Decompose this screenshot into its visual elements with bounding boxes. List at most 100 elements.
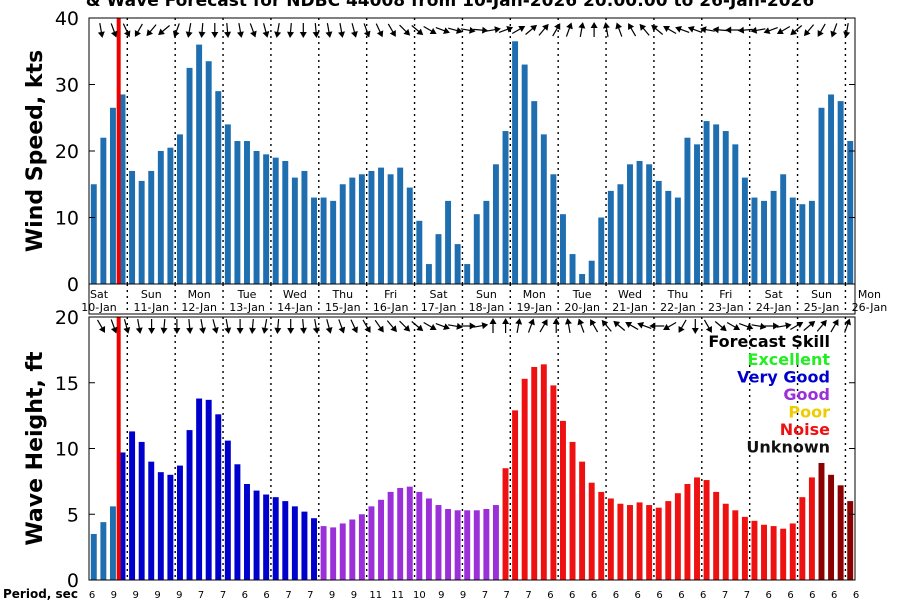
wind-arrow-icon <box>435 27 450 34</box>
wind-bar <box>148 170 155 284</box>
arrow-head <box>830 30 838 38</box>
wave-arrow-icon <box>312 319 320 334</box>
wind-ytick-label: 40 <box>55 8 79 30</box>
wind-bar <box>358 174 365 284</box>
wave-bar <box>244 484 250 580</box>
arrow-head <box>712 26 719 34</box>
wave-arrow-icon <box>123 319 131 334</box>
wave-arrow-icon <box>411 321 424 332</box>
wind-bar <box>674 197 681 284</box>
period-value: 10 <box>413 590 426 600</box>
wave-bar <box>253 490 260 580</box>
legend-item: Very Good <box>737 368 830 387</box>
wind-bar <box>722 131 729 284</box>
arrow-head <box>338 31 345 38</box>
day-name-label: Mon <box>523 288 546 301</box>
wave-bar <box>109 506 116 580</box>
arrow-head <box>351 326 358 334</box>
wind-arrow-icon <box>538 23 549 36</box>
wind-bar <box>349 177 356 284</box>
wave-bar <box>483 508 490 580</box>
wave-bar <box>176 465 183 580</box>
wind-bar <box>282 160 289 284</box>
arrow-head <box>443 323 450 330</box>
wind-arrow-icon <box>590 22 598 37</box>
wave-arrow-icon <box>110 319 118 334</box>
arrow-head <box>566 22 573 30</box>
arrow-head <box>603 22 610 29</box>
arrow-head <box>615 22 623 30</box>
wind-arrow-icon <box>423 25 437 35</box>
wind-arrow-icon <box>122 23 131 38</box>
wave-arrow-icon <box>173 319 181 334</box>
wind-arrow-icon <box>97 23 105 38</box>
wave-bar <box>502 468 509 580</box>
wind-bar <box>100 137 107 284</box>
period-label: Period, sec <box>3 587 78 600</box>
wind-arrow-icon <box>803 24 815 37</box>
day-date-label: 21-Jan <box>612 301 648 314</box>
arrow-head <box>691 328 699 334</box>
period-value: 6 <box>263 590 269 600</box>
period-value: 9 <box>154 590 160 600</box>
wind-bar <box>502 131 509 284</box>
wave-bar <box>157 472 164 580</box>
wind-bar <box>818 107 825 285</box>
wind-arrow-icon <box>375 23 384 38</box>
wind-arrow-icon <box>211 23 219 38</box>
wave-bar <box>406 486 413 580</box>
wave-bar <box>387 491 394 580</box>
wave-bar <box>770 526 777 580</box>
arrow-head <box>719 324 727 332</box>
arrow-head <box>725 26 732 34</box>
day-name-label: Sun <box>141 288 162 301</box>
wave-ytick-label: 15 <box>55 373 79 395</box>
arrow-head <box>737 26 745 34</box>
wind-bar <box>90 184 97 284</box>
wave-bar <box>301 511 308 580</box>
arrow-head <box>416 324 424 332</box>
arrow-head <box>390 325 397 333</box>
wave-arrow-icon <box>751 322 767 330</box>
wind-frame <box>88 17 856 285</box>
day-date-label: 16-Jan <box>373 301 409 314</box>
wind-arrow-icon <box>725 26 741 34</box>
wave-bar <box>531 366 538 580</box>
wind-bar <box>215 91 222 285</box>
period-value: 6 <box>853 590 859 600</box>
day-date-label: 15-Jan <box>325 301 361 314</box>
wind-bar <box>789 197 796 284</box>
wind-arrow-icon <box>830 23 838 38</box>
wave-arrow-icon <box>613 320 626 331</box>
wind-bar <box>627 164 633 284</box>
wind-bar <box>569 254 576 284</box>
wave-arrow-icon <box>350 319 358 334</box>
wind-bar <box>224 124 231 285</box>
arrow-head <box>261 327 269 334</box>
arrow-head <box>224 327 232 334</box>
wind-bar <box>579 274 586 284</box>
period-value: 6 <box>569 590 575 600</box>
arrow-head <box>287 328 295 334</box>
arrow-head <box>651 24 659 32</box>
wind-bar <box>435 234 442 284</box>
wave-arrow-icon <box>448 322 463 330</box>
day-name-label: Sun <box>476 288 497 301</box>
wave-bar <box>100 522 107 580</box>
wind-arrow-icon <box>448 27 463 34</box>
period-value: 6 <box>89 590 95 600</box>
wave-arrow-icon <box>249 318 257 334</box>
wind-arrow-icon <box>763 27 778 34</box>
wave-bar <box>646 505 653 580</box>
wave-bar <box>167 474 174 580</box>
day-date-label: 23-Jan <box>708 301 744 314</box>
wave-arrow-icon <box>473 322 489 330</box>
wave-arrow-icon <box>211 319 219 334</box>
arrow-head <box>110 326 118 334</box>
wind-bar <box>167 147 174 284</box>
wave-bar <box>234 464 241 580</box>
wind-ytick-label: 0 <box>67 274 79 296</box>
wave-arrow-icon <box>236 319 244 334</box>
wind-bar <box>244 141 250 284</box>
wind-arrow-icon <box>498 26 514 33</box>
